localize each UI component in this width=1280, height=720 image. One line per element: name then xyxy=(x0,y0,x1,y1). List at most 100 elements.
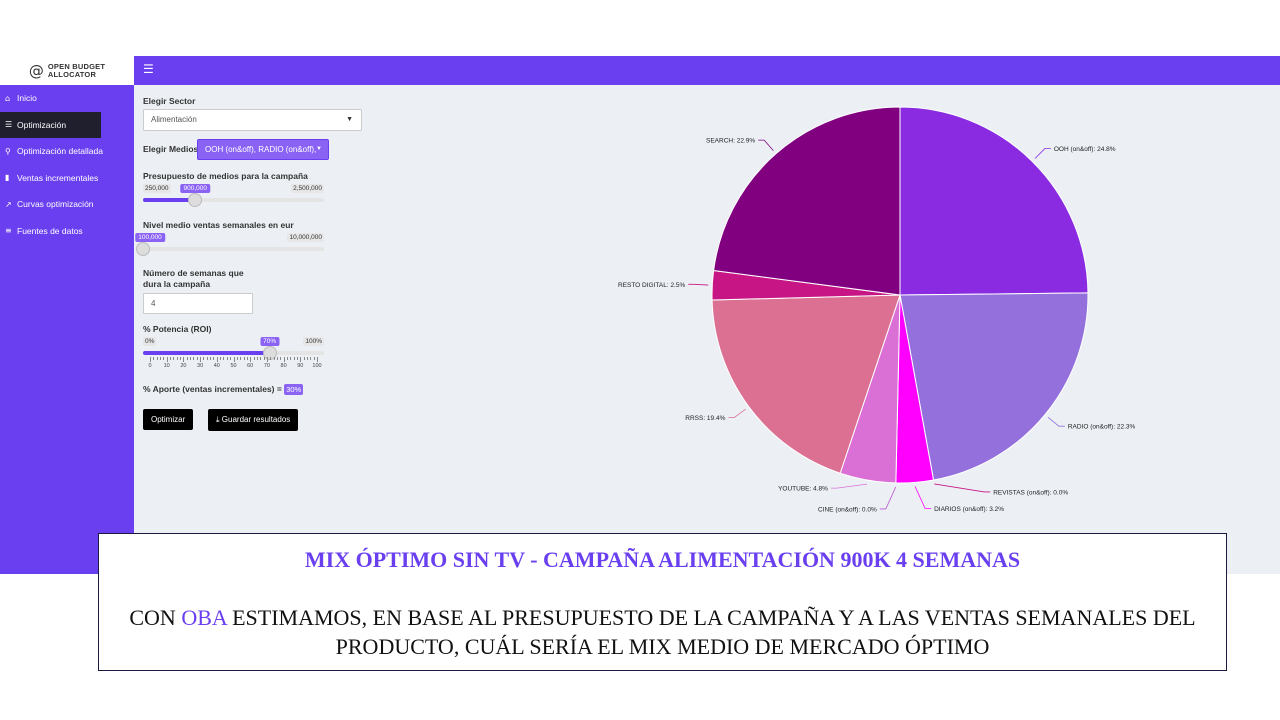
slider-tick xyxy=(263,357,265,360)
slider-tick xyxy=(200,357,202,362)
slider-fill xyxy=(143,351,270,355)
sidebar-item-inicio[interactable]: ⌂ Inicio xyxy=(0,85,134,112)
slider-tick xyxy=(236,357,238,360)
slider-tick-label: 100 xyxy=(312,363,322,369)
slider-max-label: 10,000,000 xyxy=(287,233,324,242)
slider-handle[interactable] xyxy=(136,242,150,256)
sidebar-item-optimizacion[interactable]: ☰ Optimización xyxy=(0,111,101,138)
semanas-input[interactable]: 4 xyxy=(143,293,253,314)
guardar-resultados-button[interactable]: ⤓ Guardar resultados xyxy=(208,409,299,431)
caption-title: MIX ÓPTIMO SIN TV - CAMPAÑA ALIMENTACIÓN… xyxy=(304,547,1021,572)
slider-track[interactable] xyxy=(136,242,324,256)
potencia-slider[interactable]: 0% 100% 70% 0 10 20 30 40 50 60 70 80 90 100 xyxy=(143,337,324,373)
guardar-resultados-label: Guardar resultados xyxy=(221,415,291,424)
sidebar-item-label: Ventas incrementales xyxy=(17,172,99,183)
sidebar-item-ventas-incrementales[interactable]: ▮ Ventas incrementales xyxy=(0,165,134,192)
slider-tick xyxy=(176,357,178,360)
slider-tick xyxy=(196,357,198,360)
caption-box: MIX ÓPTIMO SIN TV - CAMPAÑA ALIMENTACIÓN… xyxy=(98,533,1227,671)
slider-ticks xyxy=(143,357,324,363)
slider-tick xyxy=(163,357,165,360)
pie-slice-label: RRSS: 19.4% xyxy=(685,415,725,422)
pie-chart-svg: OOH (on&off): 24.8% RADIO (on&off): 22.3%… xyxy=(618,106,1136,513)
slider-tick xyxy=(170,357,172,360)
pie-slice-label: REVISTAS (on&off): 0.0% xyxy=(993,489,1068,496)
sidebar-item-curvas-optimizacion[interactable]: ↗ Curvas optimización xyxy=(0,191,134,218)
slider-tick-label: 0 xyxy=(148,363,152,369)
pie-slice-label: RESTO DIGITAL: 2.5% xyxy=(618,282,686,289)
slider-tick xyxy=(230,357,232,360)
slider-track[interactable] xyxy=(143,346,324,360)
download-icon: ⤓ xyxy=(216,415,220,424)
slider-min-label: 0% xyxy=(143,337,157,346)
aporte-value-badge: 30% xyxy=(284,384,304,395)
database-icon: ≡ xyxy=(5,226,12,236)
slider-tick xyxy=(193,357,195,360)
pie-slice-search[interactable] xyxy=(713,106,901,296)
slider-tick xyxy=(266,357,268,362)
slider-tick-label: 80 xyxy=(280,363,287,369)
presupuesto-slider[interactable]: 250,000 2,500,000 900,000 xyxy=(143,184,324,224)
pie-slice-ooh-on-off[interactable] xyxy=(899,106,1089,296)
medios-select[interactable]: OOH (on&off), RADIO (on&off), ▼ xyxy=(197,139,329,160)
slider-tick xyxy=(150,357,151,362)
caption-prefix: CON xyxy=(129,605,182,630)
slider-tick-label: 50 xyxy=(230,363,237,369)
slider-tick xyxy=(186,357,188,360)
pie-slice-label: RADIO (on&off): 22.3% xyxy=(1068,424,1136,431)
caret-down-icon: ▼ xyxy=(316,146,322,152)
slider-tick xyxy=(243,357,245,360)
slider-tick xyxy=(240,357,242,360)
slider-tick xyxy=(223,357,225,360)
slider-tick-label: 60 xyxy=(247,363,254,369)
slider-tick xyxy=(153,357,155,360)
medios-label: Elegir Medios: xyxy=(143,144,202,154)
ventas-slider[interactable]: 100,000 10,000,000 xyxy=(135,233,324,273)
slider-handle[interactable] xyxy=(188,193,203,207)
logo-line-1: OPEN BUDGET xyxy=(47,61,106,71)
hamburger-icon[interactable]: ☰ xyxy=(143,62,154,76)
logo-line-2: ALLOCATOR xyxy=(47,69,97,79)
caption-line-2: PRODUCTO, CUÁL SERÍA EL MIX MEDIO DE MER… xyxy=(335,634,990,659)
pie-slice-rrss[interactable] xyxy=(711,294,901,474)
sidebar-item-optimizacion-detallada[interactable]: ⚲ Optimización detallada xyxy=(0,138,134,165)
optimizar-button[interactable]: Optimizar xyxy=(143,409,194,430)
slider-track[interactable] xyxy=(143,193,324,207)
caption-highlight: OBA xyxy=(181,605,227,630)
slider-tick xyxy=(246,357,248,360)
slider-tick xyxy=(190,357,192,360)
slider-tick-label: 20 xyxy=(180,363,187,369)
sector-select[interactable]: Alimentación ▼ xyxy=(143,109,362,131)
slider-value-badge: 70% xyxy=(260,337,280,346)
presupuesto-label: Presupuesto de medios para la campaña xyxy=(143,171,308,181)
slider-tick xyxy=(210,357,212,360)
slider-handle[interactable] xyxy=(262,346,277,360)
sidebar-item-label: Optimización detallada xyxy=(17,146,103,157)
logo-at-icon: @ xyxy=(28,61,44,80)
signal-icon: ▮ xyxy=(5,173,10,183)
pie-leader-line xyxy=(728,408,746,418)
logo-text: OPEN BUDGET ALLOCATOR xyxy=(47,61,106,79)
slider-tick xyxy=(250,357,252,362)
slider-tick xyxy=(300,357,302,362)
line-chart-icon: ↗ xyxy=(5,199,12,209)
sidebar-item-fuentes-de-datos[interactable]: ≡ Fuentes de datos xyxy=(0,218,134,245)
slider-tick xyxy=(296,357,298,360)
slider-tick xyxy=(303,357,305,360)
slider-tick-label: 40 xyxy=(213,363,220,369)
pie-leader-line xyxy=(1047,416,1065,427)
slider-tick xyxy=(260,357,262,360)
caption-body: CON OBA ESTIMAMOS, EN BASE AL PRESUPUEST… xyxy=(99,603,1226,661)
slider-tick xyxy=(156,357,158,360)
slider-min-label: 250,000 xyxy=(143,184,171,193)
slider-tick xyxy=(213,357,215,360)
slider-tick xyxy=(253,357,255,360)
slider-tick xyxy=(283,357,285,362)
pie-leader-line xyxy=(934,483,991,493)
brand-logo[interactable]: @ OPEN BUDGET ALLOCATOR xyxy=(0,56,134,85)
search-icon: ⚲ xyxy=(5,146,11,156)
slider-fill xyxy=(143,198,196,202)
pie-slice-radio-on-off[interactable] xyxy=(899,292,1089,481)
top-navbar: ☰ xyxy=(134,56,1280,85)
potencia-label: % Potencia (ROI) xyxy=(143,324,212,334)
